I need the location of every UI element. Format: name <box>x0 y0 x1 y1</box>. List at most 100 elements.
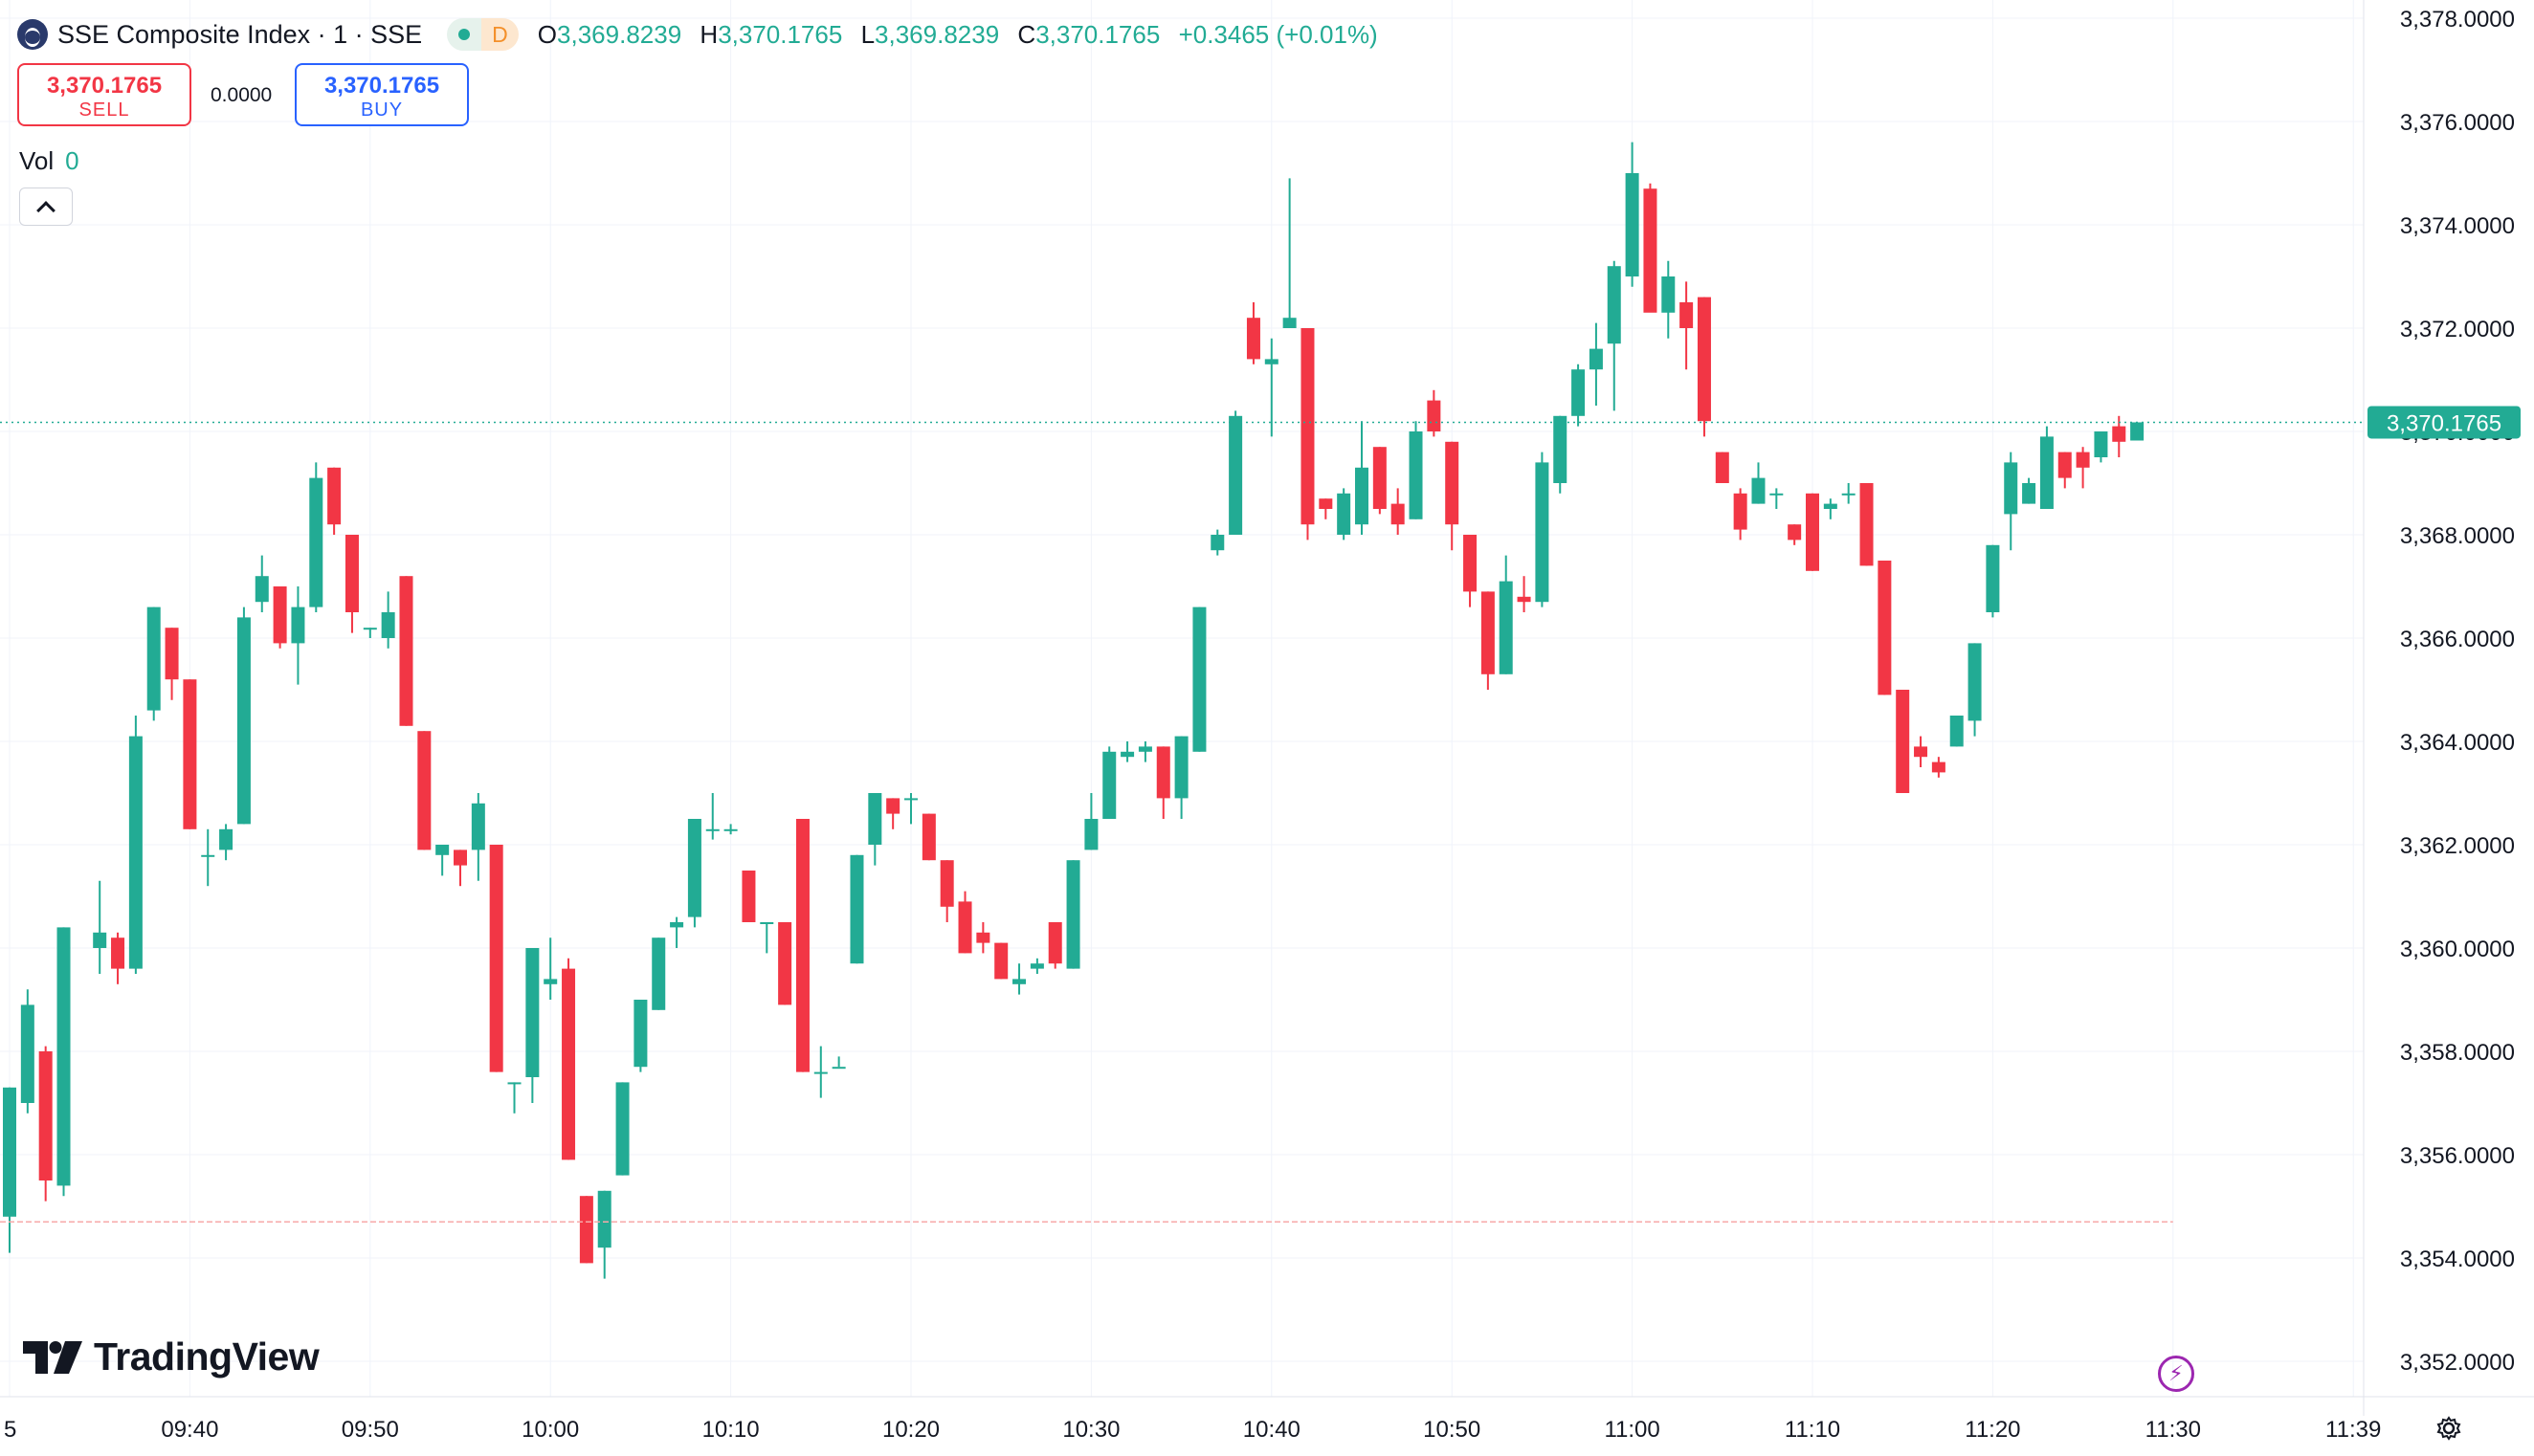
candle <box>597 1190 611 1279</box>
candle <box>255 555 269 612</box>
candle-body <box>363 628 377 630</box>
time-axis-tick-label: 09:50 <box>342 1417 399 1443</box>
candle <box>1553 415 1567 494</box>
time-axis[interactable]: 5 09:40 09:50 10:00 10:10 10:20 10:30 10:40 10:5… <box>4 1417 2381 1443</box>
candle <box>813 1046 828 1098</box>
candle <box>1300 328 1315 540</box>
time-axis-tick-label: 11:10 <box>1785 1417 1840 1443</box>
gear-icon[interactable] <box>2436 1416 2461 1441</box>
candle-body <box>1499 581 1513 674</box>
candle-body <box>795 819 810 1072</box>
candle-body <box>1517 596 1531 603</box>
candle <box>976 922 990 954</box>
candle-body <box>2130 422 2145 441</box>
candle <box>904 793 918 825</box>
index-logo-icon <box>17 19 48 50</box>
candle <box>1030 958 1044 974</box>
candle <box>1264 338 1278 437</box>
candle <box>3 1087 16 1253</box>
time-axis-tick-label: 10:10 <box>702 1417 760 1443</box>
candle <box>1355 421 1368 535</box>
ohlc-high-value: 3,370.1765 <box>718 19 843 49</box>
symbol-legend[interactable]: SSE Composite Index · 1 · SSE D O3,369.8… <box>17 15 1389 54</box>
candle <box>146 607 161 721</box>
candle <box>1499 555 1513 674</box>
candle-body <box>687 819 701 917</box>
candle-body <box>1535 462 1549 603</box>
candle-body <box>3 1087 16 1217</box>
candle <box>940 860 954 922</box>
price-axis-tick-label: 3,362.0000 <box>2400 833 2515 859</box>
candle <box>111 932 125 984</box>
price-axis[interactable]: 3,352.0000 3,354.0000 3,356.0000 3,358.0000… <box>2400 7 2515 1376</box>
candle <box>291 586 305 685</box>
candle-body <box>705 828 720 831</box>
candle-body <box>958 901 972 954</box>
volume-legend[interactable]: Vol 0 <box>19 146 79 176</box>
time-axis-tick-label: 10:00 <box>522 1417 579 1443</box>
candle <box>1751 462 1766 504</box>
symbol-title[interactable]: SSE Composite Index · 1 · SSE <box>57 19 423 49</box>
tradingview-logo-icon <box>23 1340 82 1374</box>
candle-body <box>1463 535 1478 592</box>
sell-price: 3,370.1765 <box>46 73 163 99</box>
price-axis-tick-label: 3,360.0000 <box>2400 937 2515 962</box>
candle <box>345 535 359 633</box>
tradingview-logo[interactable]: TradingView <box>23 1335 320 1379</box>
candle <box>1788 524 1802 545</box>
candle <box>1246 302 1260 364</box>
sell-button[interactable]: 3,370.1765 SELL <box>17 63 191 126</box>
candle <box>1337 488 1351 540</box>
candle <box>1066 860 1080 969</box>
candle <box>1282 178 1297 328</box>
candle <box>1679 281 1694 370</box>
candle <box>1192 607 1207 752</box>
candle-body <box>236 617 251 825</box>
volume-label: Vol <box>19 146 55 175</box>
price-axis-tick-label: 3,358.0000 <box>2400 1040 2515 1066</box>
candle-body <box>2094 431 2108 457</box>
candle-body <box>886 798 900 814</box>
candle <box>886 798 900 829</box>
candle <box>1427 389 1441 437</box>
candle <box>219 824 233 861</box>
time-axis-tick-label: 11:39 <box>2325 1417 2381 1443</box>
candle <box>1625 142 1639 287</box>
candle <box>1841 483 1856 504</box>
candle-body <box>1697 297 1711 422</box>
candle-body <box>904 798 918 801</box>
candle-body <box>2004 462 2018 515</box>
candle-body <box>1751 477 1766 504</box>
candle-body <box>471 803 485 850</box>
candle <box>1390 488 1405 535</box>
candle-body <box>327 467 342 525</box>
candle <box>742 871 756 922</box>
buy-button[interactable]: 3,370.1765 BUY <box>295 63 469 126</box>
candle <box>1769 488 1784 509</box>
candle-body <box>2076 452 2090 468</box>
ohlc-close-key: C <box>1017 19 1036 49</box>
candle <box>1372 447 1387 515</box>
candle-body <box>1066 860 1080 969</box>
candle-body <box>291 607 305 644</box>
candle <box>579 1196 593 1264</box>
candle-body <box>1084 819 1099 850</box>
candle-body <box>1841 493 1856 496</box>
candle <box>1589 322 1603 406</box>
candle <box>417 731 432 850</box>
candle <box>1463 535 1478 607</box>
collapse-legend-button[interactable] <box>19 188 73 226</box>
candle-body <box>634 1000 648 1068</box>
lightning-icon[interactable]: ⚡︎ <box>2158 1356 2194 1392</box>
market-status-pill[interactable]: D <box>447 18 519 51</box>
price-axis-tick-label: 3,378.0000 <box>2400 7 2515 33</box>
time-axis-tick-label: 10:20 <box>882 1417 940 1443</box>
candle-body <box>1246 318 1260 360</box>
spread-value: 0.0000 <box>211 84 273 106</box>
candle-body <box>1607 266 1621 344</box>
candle-body <box>417 731 432 850</box>
ohlc-close-value: 3,370.1765 <box>1035 19 1161 49</box>
candle <box>1986 544 2000 618</box>
candle <box>93 880 107 974</box>
